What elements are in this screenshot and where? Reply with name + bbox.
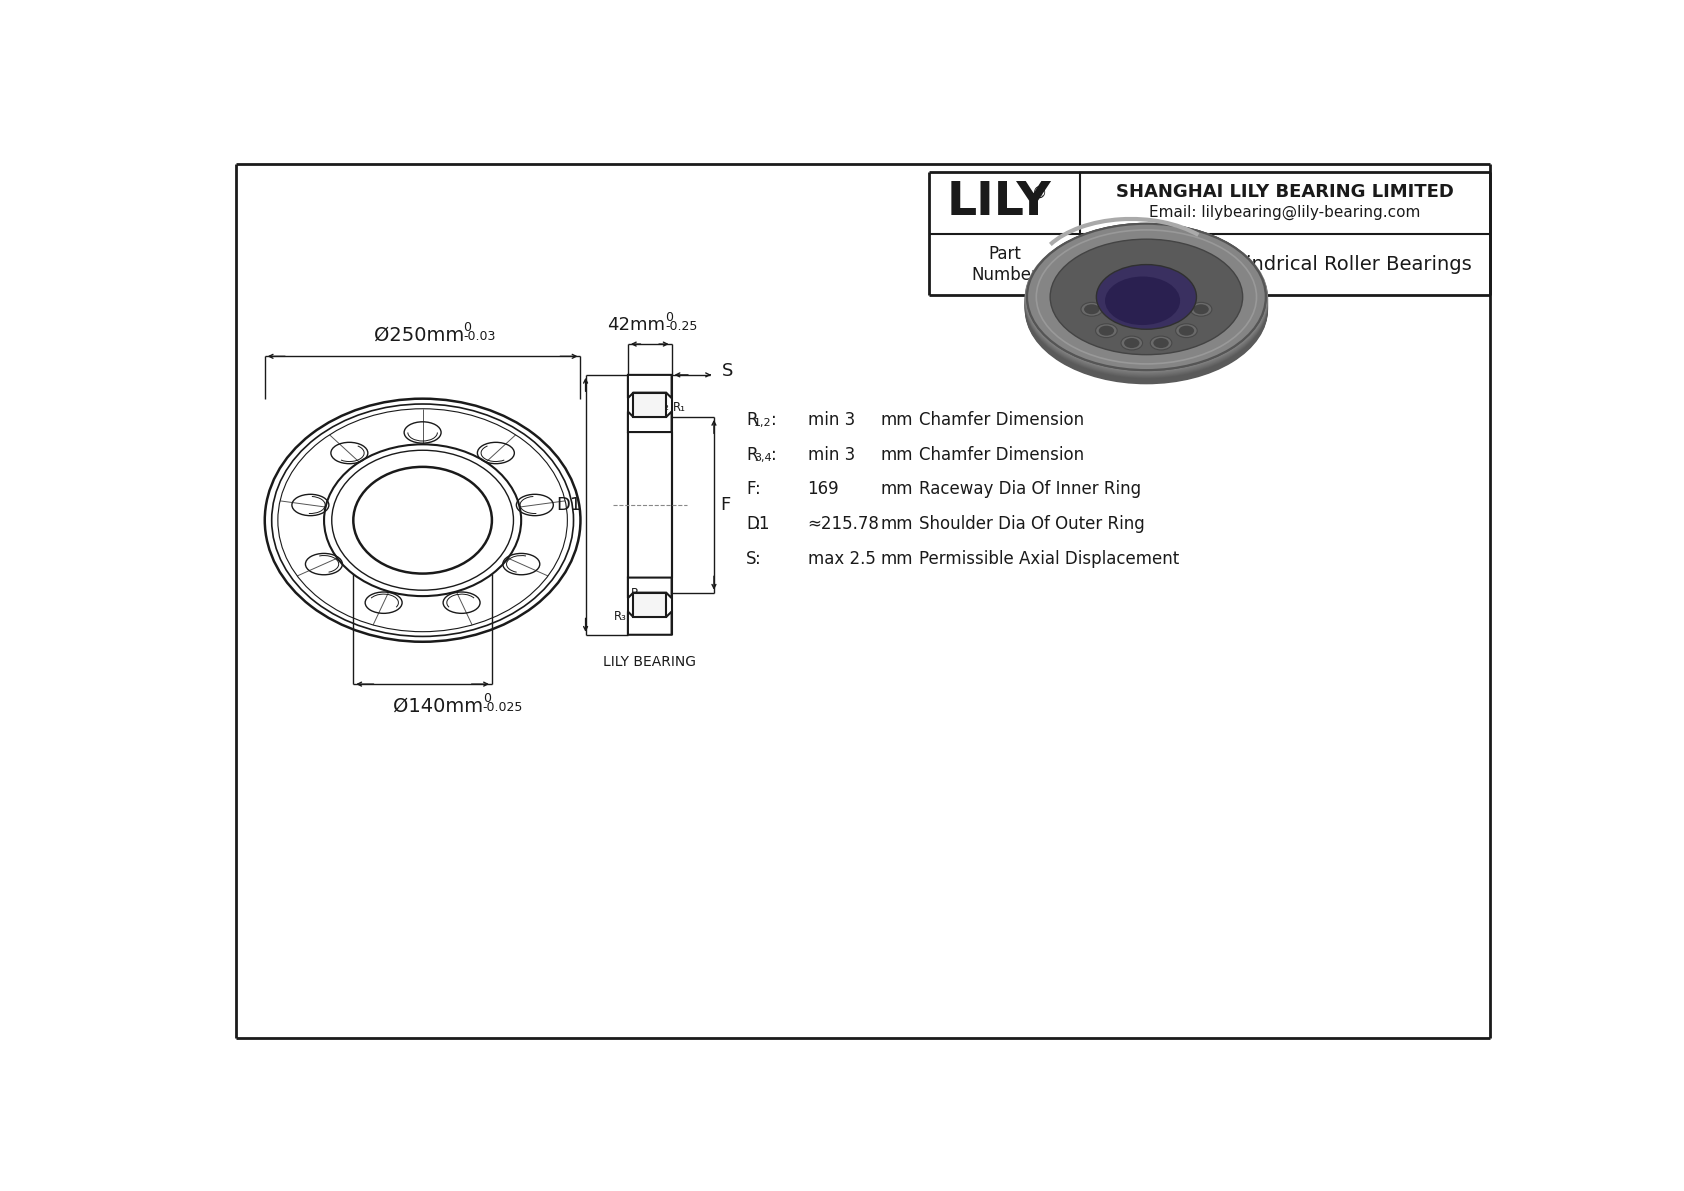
Ellipse shape	[1026, 226, 1268, 375]
Ellipse shape	[1027, 224, 1266, 370]
Text: 0: 0	[483, 692, 490, 705]
Text: LILY: LILY	[946, 181, 1051, 225]
Ellipse shape	[1081, 303, 1103, 316]
Text: Chamfer Dimension: Chamfer Dimension	[919, 411, 1084, 429]
Polygon shape	[633, 593, 667, 617]
Ellipse shape	[1026, 233, 1268, 382]
Ellipse shape	[1194, 304, 1209, 314]
Ellipse shape	[1150, 336, 1172, 350]
Ellipse shape	[1026, 229, 1268, 378]
Ellipse shape	[1026, 223, 1268, 373]
Ellipse shape	[1026, 230, 1268, 380]
Ellipse shape	[1191, 303, 1212, 316]
Polygon shape	[628, 578, 672, 598]
Ellipse shape	[1096, 324, 1116, 337]
Ellipse shape	[1026, 226, 1268, 376]
Text: S: S	[722, 362, 733, 380]
Ellipse shape	[1051, 239, 1243, 355]
Text: :: :	[754, 515, 761, 534]
Text: -0.25: -0.25	[665, 320, 697, 332]
Text: ≈215.78: ≈215.78	[808, 515, 879, 534]
Ellipse shape	[1096, 264, 1196, 329]
Text: Chamfer Dimension: Chamfer Dimension	[919, 445, 1084, 463]
Text: mm: mm	[881, 480, 913, 498]
Ellipse shape	[1098, 325, 1115, 336]
Text: :: :	[754, 480, 761, 498]
Text: Ø140mm: Ø140mm	[392, 697, 483, 715]
Ellipse shape	[1027, 224, 1266, 370]
Text: R: R	[746, 445, 758, 463]
Text: max 2.5: max 2.5	[808, 550, 876, 568]
Text: min 3: min 3	[808, 445, 855, 463]
Text: Permissible Axial Displacement: Permissible Axial Displacement	[919, 550, 1179, 568]
Text: mm: mm	[881, 550, 913, 568]
Text: 169: 169	[808, 480, 839, 498]
Polygon shape	[628, 375, 672, 398]
Text: Raceway Dia Of Inner Ring: Raceway Dia Of Inner Ring	[919, 480, 1142, 498]
Text: -0.025: -0.025	[483, 700, 524, 713]
Text: 3,4: 3,4	[754, 453, 771, 463]
Ellipse shape	[1026, 232, 1268, 381]
Text: D1: D1	[746, 515, 770, 534]
Text: Ø250mm: Ø250mm	[374, 325, 463, 344]
Ellipse shape	[1026, 227, 1268, 376]
Ellipse shape	[1026, 233, 1268, 384]
Text: F: F	[721, 495, 731, 513]
Text: Part
Number: Part Number	[972, 245, 1037, 283]
Text: R₂: R₂	[657, 400, 669, 413]
Text: min 3: min 3	[808, 411, 855, 429]
Text: R₄: R₄	[632, 587, 643, 599]
Text: NU 228 ECJ Cylindrical Roller Bearings: NU 228 ECJ Cylindrical Roller Bearings	[1098, 255, 1472, 274]
Text: R: R	[746, 411, 758, 429]
Text: :: :	[771, 445, 778, 463]
Text: mm: mm	[881, 411, 913, 429]
Text: 1,2: 1,2	[754, 418, 771, 429]
Ellipse shape	[1026, 224, 1268, 373]
Polygon shape	[628, 612, 672, 635]
Polygon shape	[628, 412, 672, 432]
Text: 42mm: 42mm	[606, 316, 665, 333]
Ellipse shape	[1175, 324, 1197, 337]
Ellipse shape	[1179, 325, 1194, 336]
Ellipse shape	[1026, 231, 1268, 381]
Ellipse shape	[1026, 225, 1268, 374]
Text: -0.03: -0.03	[463, 330, 495, 343]
Text: Email: lilybearing@lily-bearing.com: Email: lilybearing@lily-bearing.com	[1148, 205, 1421, 220]
Text: S: S	[746, 550, 756, 568]
Text: LILY BEARING: LILY BEARING	[603, 655, 695, 668]
Text: :: :	[771, 411, 778, 429]
Text: SHANGHAI LILY BEARING LIMITED: SHANGHAI LILY BEARING LIMITED	[1116, 183, 1453, 201]
Text: F: F	[746, 480, 756, 498]
Text: R₁: R₁	[674, 401, 685, 414]
Text: R₃: R₃	[613, 610, 626, 623]
Text: Shoulder Dia Of Outer Ring: Shoulder Dia Of Outer Ring	[919, 515, 1145, 534]
Ellipse shape	[1154, 338, 1169, 348]
Text: 0: 0	[463, 322, 472, 335]
Ellipse shape	[1123, 338, 1140, 348]
Ellipse shape	[1105, 276, 1180, 325]
Text: :: :	[754, 550, 761, 568]
Ellipse shape	[1122, 336, 1142, 350]
Ellipse shape	[1026, 230, 1268, 379]
Text: ®: ®	[1032, 186, 1047, 201]
Text: 0: 0	[665, 311, 674, 324]
Text: mm: mm	[881, 445, 913, 463]
Ellipse shape	[1084, 304, 1100, 314]
Ellipse shape	[1026, 235, 1268, 385]
Polygon shape	[633, 393, 667, 417]
Text: mm: mm	[881, 515, 913, 534]
Text: D1: D1	[556, 495, 581, 513]
